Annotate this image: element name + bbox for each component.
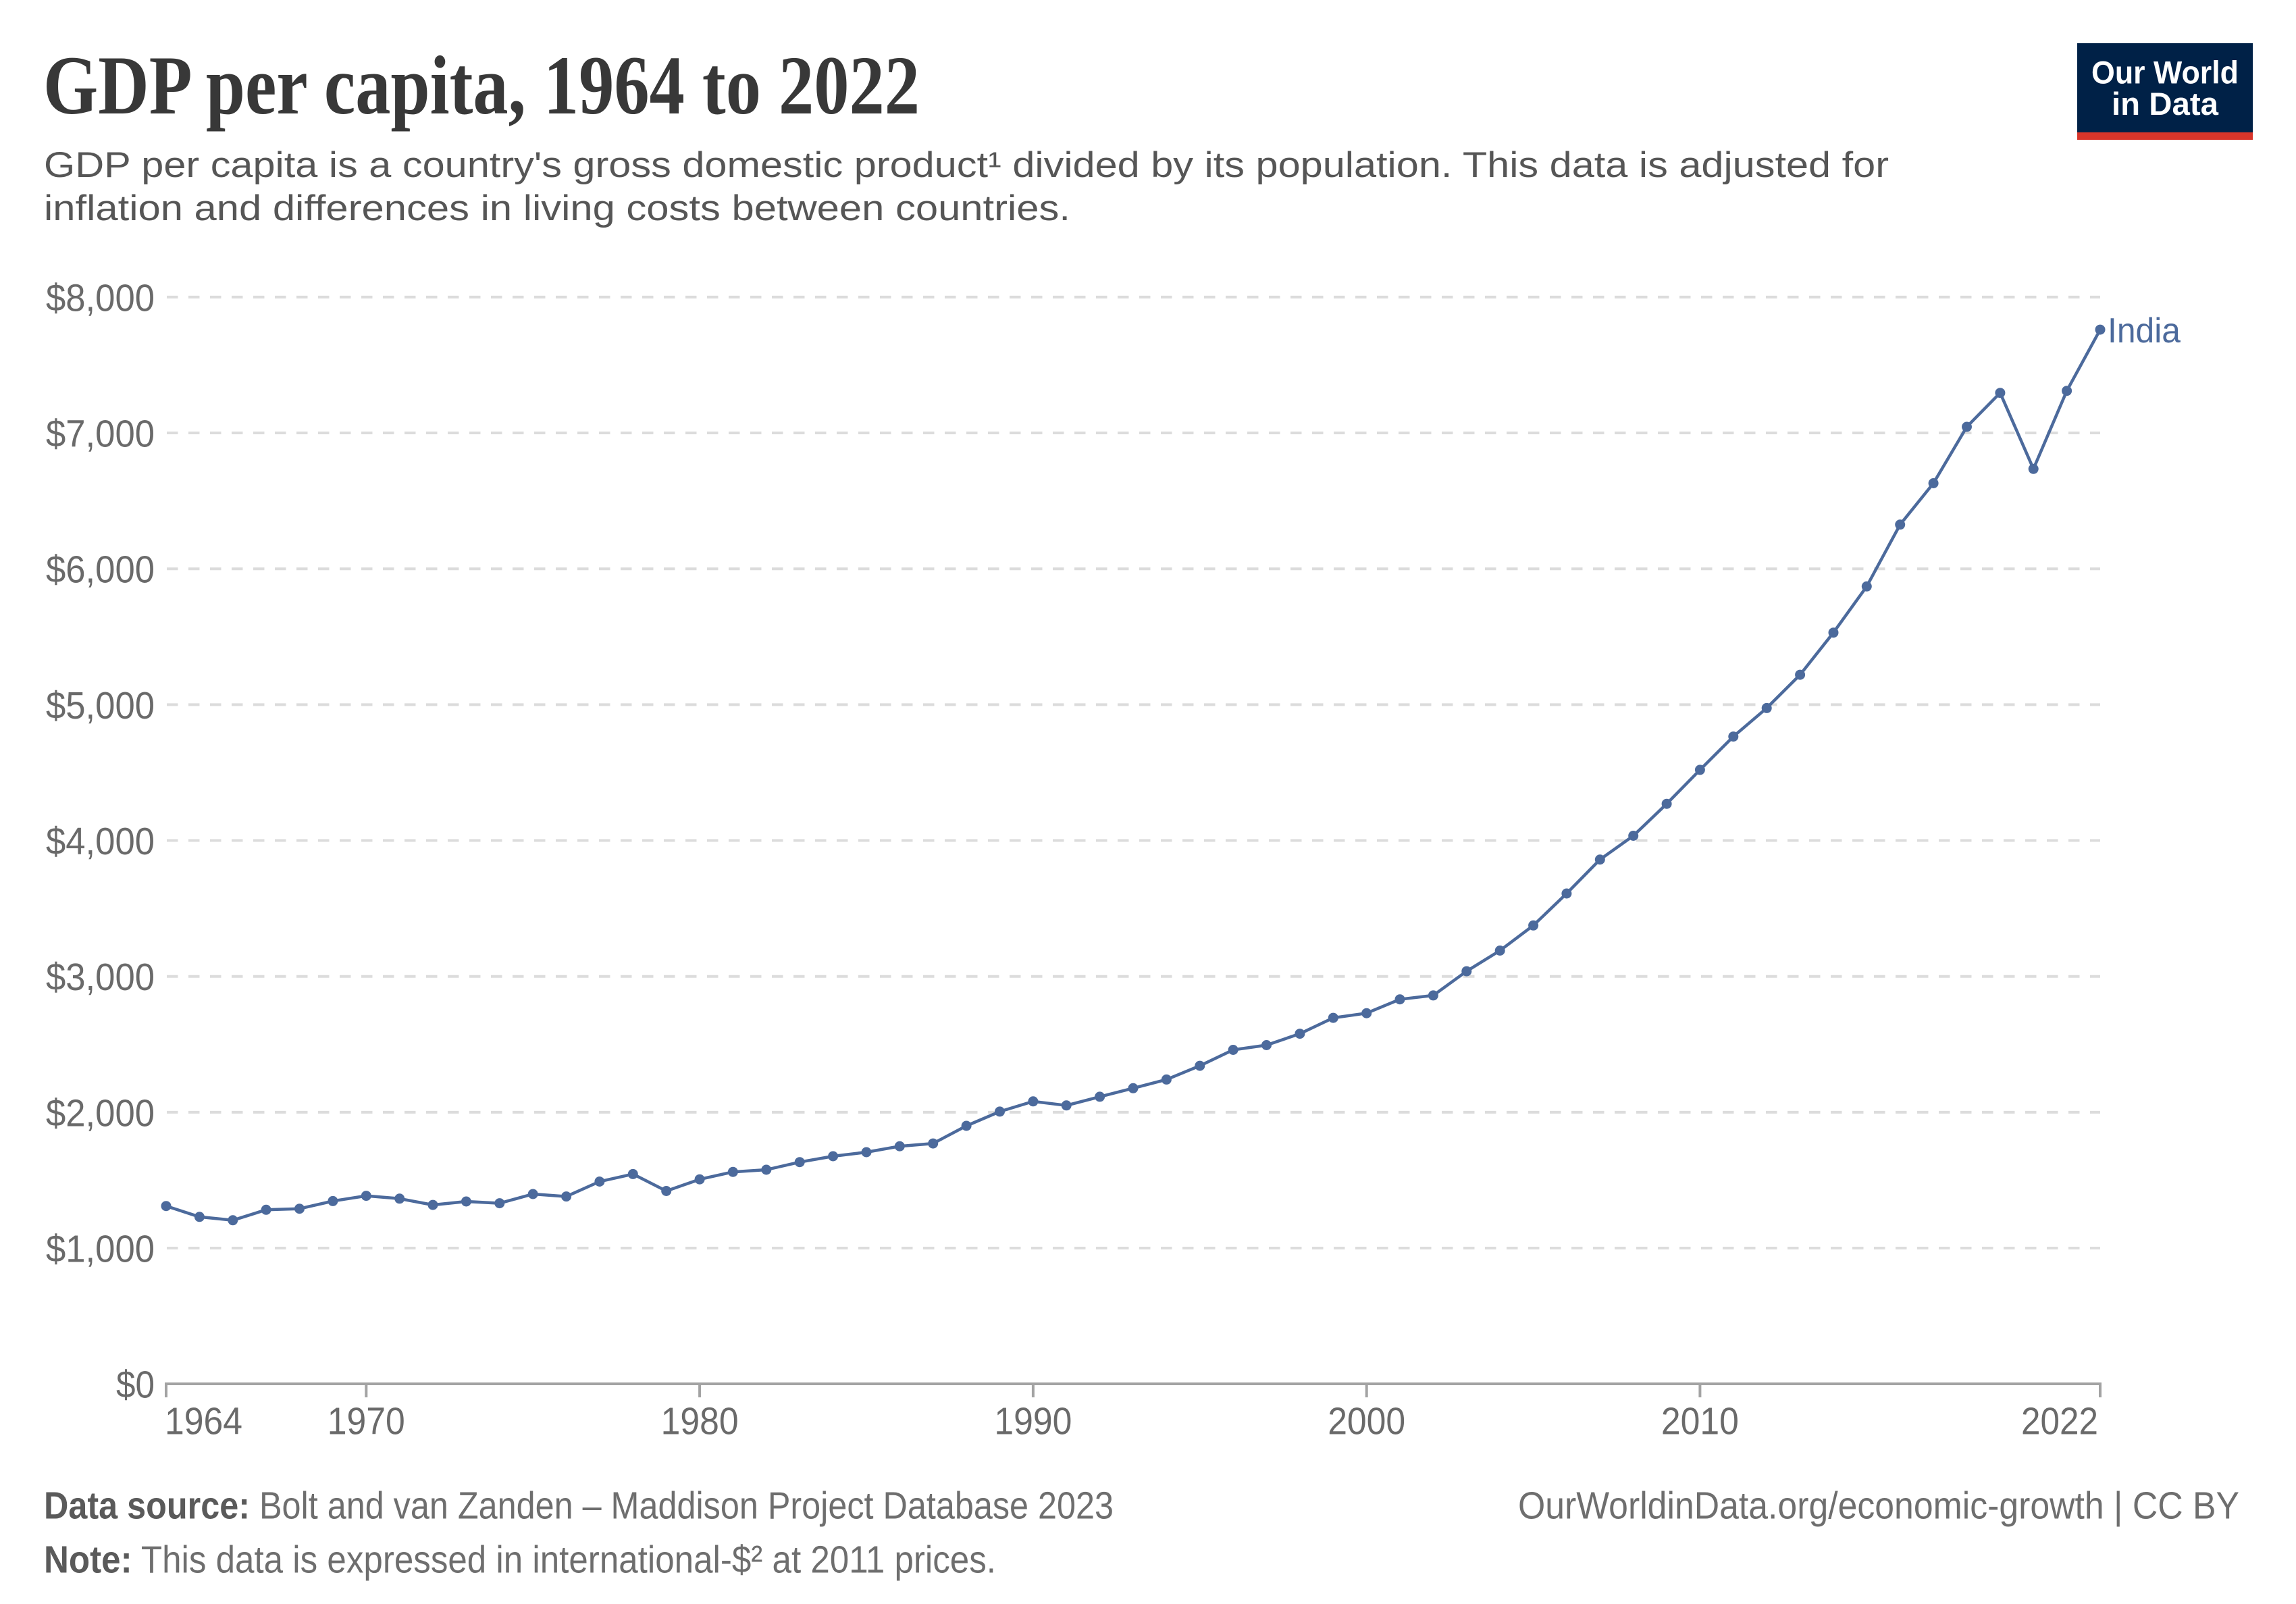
svg-text:$2,000: $2,000 (46, 1091, 155, 1135)
svg-text:$8,000: $8,000 (46, 276, 155, 319)
svg-text:GDP per capita, 1964 to 2022: GDP per capita, 1964 to 2022 (43, 39, 920, 132)
svg-text:1980: 1980 (661, 1400, 739, 1443)
svg-text:2000: 2000 (1328, 1400, 1405, 1443)
svg-text:Note: This data is expressed i: Note: This data is expressed in internat… (44, 1538, 996, 1582)
svg-text:Data source: Bolt and van Zand: Data source: Bolt and van Zanden – Maddi… (44, 1484, 1114, 1528)
svg-text:1970: 1970 (328, 1400, 405, 1443)
svg-text:2022: 2022 (2021, 1400, 2098, 1443)
svg-text:OurWorldinData.org/economic-gr: OurWorldinData.org/economic-growth | CC … (1518, 1484, 2239, 1528)
svg-text:$6,000: $6,000 (46, 548, 155, 592)
svg-text:$1,000: $1,000 (46, 1228, 155, 1271)
svg-text:GDP per capita is a country's: GDP per capita is a country's gross dome… (44, 145, 1889, 185)
svg-text:in Data: in Data (2112, 86, 2219, 122)
svg-text:$0: $0 (116, 1364, 155, 1407)
svg-text:2010: 2010 (1661, 1400, 1739, 1443)
svg-text:India: India (2108, 311, 2181, 351)
svg-text:$7,000: $7,000 (46, 413, 155, 456)
svg-text:1990: 1990 (994, 1400, 1072, 1443)
svg-text:Our World: Our World (2091, 55, 2239, 90)
svg-text:$5,000: $5,000 (46, 684, 155, 727)
svg-text:$3,000: $3,000 (46, 956, 155, 999)
svg-text:inflation and differences in l: inflation and differences in living cost… (44, 188, 1070, 228)
svg-text:$4,000: $4,000 (46, 820, 155, 863)
svg-text:1964: 1964 (165, 1400, 242, 1443)
